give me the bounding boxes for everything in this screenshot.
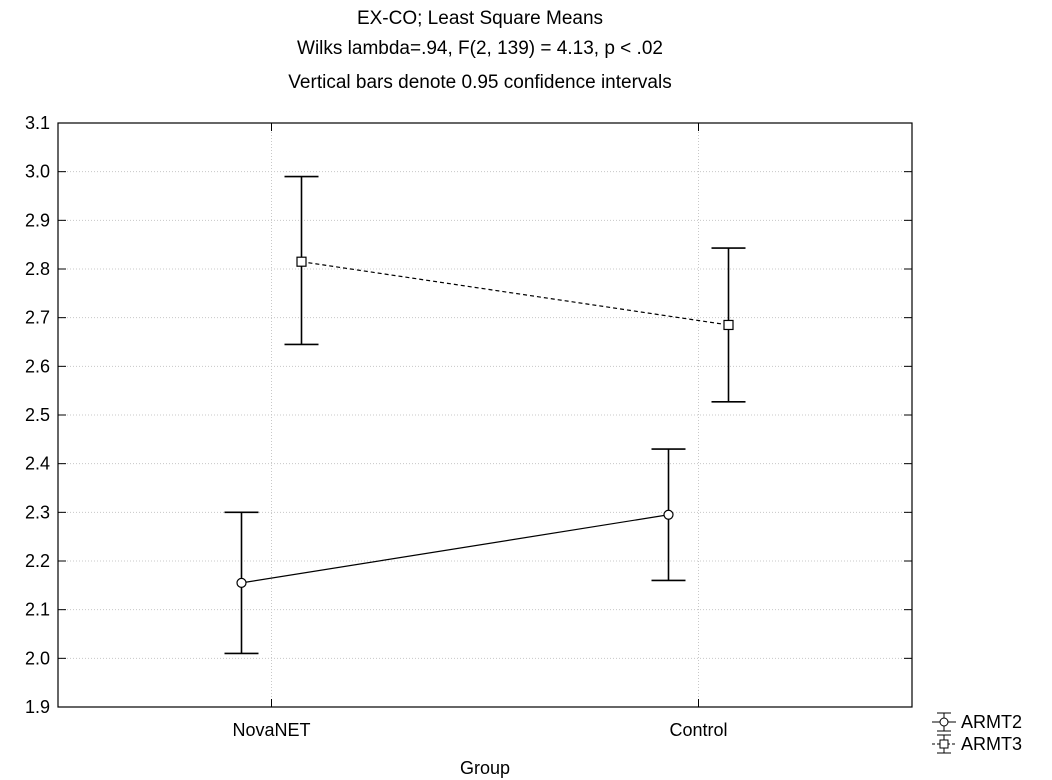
legend-label-ARMT2: ARMT2 bbox=[961, 712, 1022, 732]
legend-label-ARMT3: ARMT3 bbox=[961, 734, 1022, 754]
y-tick-label: 2.3 bbox=[25, 502, 50, 522]
series-line-ARMT2 bbox=[241, 514, 669, 584]
data-point bbox=[663, 509, 674, 520]
x-tick-label: NovaNET bbox=[232, 720, 310, 740]
series-line-ARMT3 bbox=[301, 261, 729, 326]
x-axis-title: Group bbox=[460, 758, 510, 778]
y-tick-label: 2.6 bbox=[25, 356, 50, 376]
data-point bbox=[723, 319, 734, 331]
y-tick-label: 3.1 bbox=[25, 113, 50, 133]
y-tick-label: 2.5 bbox=[25, 405, 50, 425]
y-tick-label: 2.8 bbox=[25, 259, 50, 279]
y-tick-label: 2.2 bbox=[25, 551, 50, 571]
chart-subtitle: Wilks lambda=.94, F(2, 139) = 4.13, p < … bbox=[297, 38, 663, 59]
y-tick-label: 2.0 bbox=[25, 648, 50, 668]
y-tick-label: 2.4 bbox=[25, 454, 50, 474]
y-tick-label: 3.0 bbox=[25, 162, 50, 182]
plot-frame bbox=[57, 122, 913, 708]
chart-note: Vertical bars denote 0.95 confidence int… bbox=[288, 72, 672, 93]
y-tick-label: 1.9 bbox=[25, 697, 50, 717]
y-tick-label: 2.1 bbox=[25, 600, 50, 620]
legend-marker bbox=[939, 717, 949, 727]
x-tick-label: Control bbox=[669, 720, 727, 740]
data-point bbox=[296, 256, 307, 267]
legend-marker bbox=[939, 739, 949, 749]
data-point bbox=[236, 577, 247, 589]
chart-title: EX-CO; Least Square Means bbox=[356, 8, 604, 29]
y-tick-label: 2.9 bbox=[25, 210, 50, 230]
y-tick-label: 2.7 bbox=[25, 308, 50, 328]
